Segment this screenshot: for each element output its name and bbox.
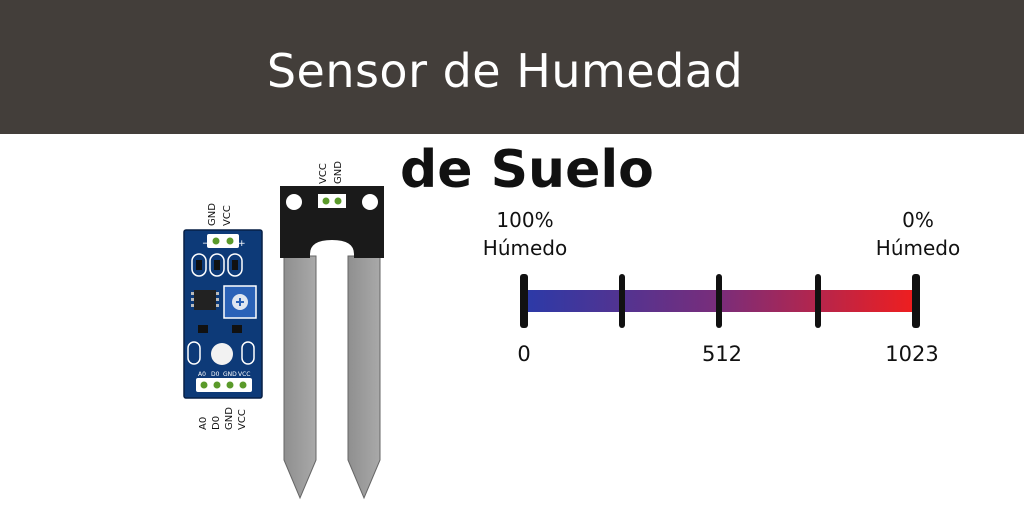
module-pin-label-vcc-bottom: VCC	[237, 409, 248, 430]
module-pin-label-vcc: VCC	[222, 205, 233, 226]
module-pin-label-gnd: GND	[207, 203, 218, 226]
scale-tick-1	[619, 274, 625, 328]
scale-left-word: Húmedo	[482, 236, 568, 260]
probe-pin-label-vcc: VCC	[318, 163, 329, 184]
scale-right-word: Húmedo	[875, 236, 961, 260]
module-pin-label-a0: A0	[198, 416, 209, 430]
tick-label-512: 512	[701, 342, 743, 366]
module-pin-label-gnd-bottom: GND	[224, 407, 235, 430]
header-banner: Sensor de Humedad	[0, 0, 1024, 134]
sensor-module: − + A0 D0 GND VCC	[183, 229, 263, 399]
scale-right-label: 0% Húmedo	[870, 206, 966, 262]
module-pin-label-d0: D0	[211, 415, 222, 430]
scale-left-label: 100% Húmedo	[480, 206, 570, 262]
scale-tick-4	[912, 274, 920, 328]
board-label-top-minus: −	[202, 239, 210, 249]
scale-left-percent: 100%	[496, 208, 554, 232]
tick-label-1023: 1023	[885, 342, 939, 366]
board-label-d0: D0	[211, 371, 220, 378]
board-label-top-plus: +	[238, 239, 246, 249]
moisture-scale-bar	[520, 274, 920, 328]
page-subtitle: de Suelo	[400, 140, 654, 200]
probe-pin-label-gnd: GND	[333, 161, 344, 184]
page-title: Sensor de Humedad	[266, 44, 744, 98]
scale-right-percent: 0%	[902, 208, 934, 232]
soil-probe	[280, 186, 384, 500]
tick-label-0: 0	[517, 342, 531, 366]
board-label-gnd: GND	[223, 371, 237, 378]
scale-tick-0	[520, 274, 528, 328]
board-label-a0: A0	[198, 371, 206, 378]
scale-tick-3	[815, 274, 821, 328]
scale-tick-2	[716, 274, 722, 328]
board-label-vcc: VCC	[238, 371, 250, 378]
